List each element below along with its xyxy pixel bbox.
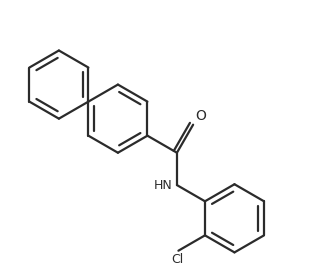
Text: HN: HN <box>154 179 173 192</box>
Text: Cl: Cl <box>171 253 184 266</box>
Text: O: O <box>196 109 207 122</box>
